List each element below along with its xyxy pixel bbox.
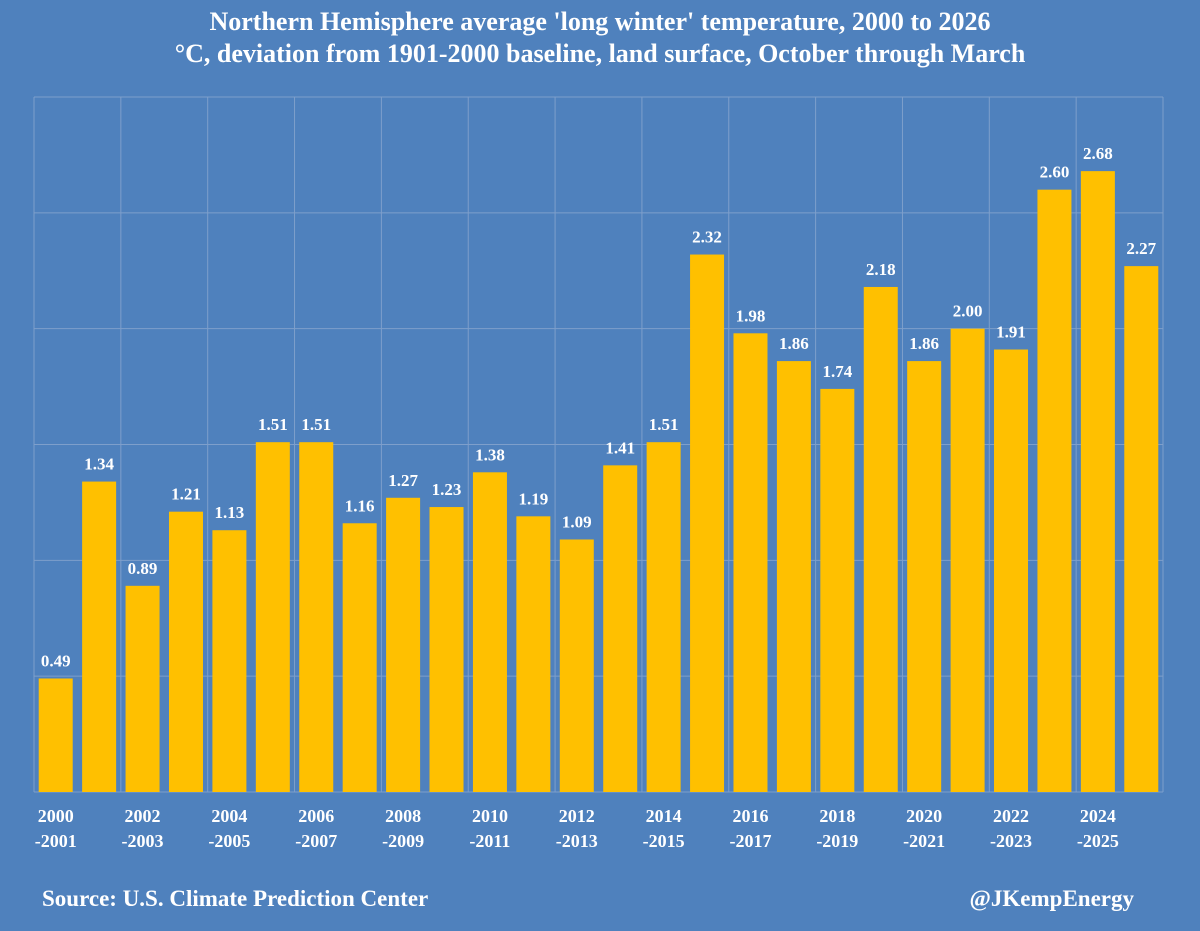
bar bbox=[38, 678, 73, 792]
bar bbox=[863, 286, 898, 792]
data-label: 1.86 bbox=[779, 334, 809, 353]
source-note: Source: U.S. Climate Prediction Center bbox=[42, 886, 429, 911]
x-tick-label: 2006 bbox=[298, 806, 334, 826]
data-label: 1.23 bbox=[432, 480, 462, 499]
bar bbox=[386, 497, 421, 792]
x-tick-label: -2007 bbox=[295, 831, 337, 851]
x-tick-label: -2025 bbox=[1077, 831, 1119, 851]
bar bbox=[1124, 266, 1159, 792]
bar bbox=[646, 442, 681, 792]
data-label: 2.32 bbox=[692, 228, 722, 247]
data-label: 1.13 bbox=[215, 503, 245, 522]
data-label: 1.19 bbox=[518, 489, 548, 508]
data-label: 1.98 bbox=[736, 306, 766, 325]
x-tick-label: -2009 bbox=[382, 831, 424, 851]
x-tick-label: 2016 bbox=[732, 806, 768, 826]
data-label: 1.74 bbox=[822, 362, 852, 381]
bar bbox=[429, 507, 464, 792]
data-label: 1.09 bbox=[562, 512, 592, 531]
bar bbox=[342, 523, 377, 792]
bar bbox=[82, 481, 117, 792]
x-tick-label: 2014 bbox=[646, 806, 682, 826]
x-tick-label: -2011 bbox=[469, 831, 510, 851]
x-tick-label: 2022 bbox=[993, 806, 1029, 826]
bar bbox=[299, 442, 334, 792]
data-label: 0.49 bbox=[41, 651, 71, 670]
x-tick-label: 2008 bbox=[385, 806, 421, 826]
data-label: 1.41 bbox=[605, 438, 635, 457]
x-tick-label: -2019 bbox=[816, 831, 858, 851]
data-label: 1.91 bbox=[996, 323, 1026, 342]
chart-title: Northern Hemisphere average 'long winter… bbox=[209, 7, 991, 36]
data-label: 1.21 bbox=[171, 485, 201, 504]
bar bbox=[907, 361, 942, 792]
data-label: 2.68 bbox=[1083, 144, 1113, 163]
bar bbox=[472, 472, 507, 792]
bar bbox=[603, 465, 638, 792]
x-tick-label: 2018 bbox=[819, 806, 855, 826]
x-tick-label: 2010 bbox=[472, 806, 508, 826]
x-tick-label: 2002 bbox=[125, 806, 161, 826]
x-tick-label: -2001 bbox=[35, 831, 77, 851]
bar bbox=[690, 254, 725, 793]
bar bbox=[559, 539, 594, 792]
data-label: 1.51 bbox=[258, 415, 288, 434]
bar bbox=[950, 328, 985, 792]
x-tick-label: -2021 bbox=[903, 831, 945, 851]
author-handle: @JKempEnergy bbox=[969, 886, 1135, 911]
data-label: 2.18 bbox=[866, 260, 896, 279]
bar bbox=[733, 333, 768, 792]
x-tick-label: -2013 bbox=[556, 831, 598, 851]
x-tick-label: -2005 bbox=[208, 831, 250, 851]
bar bbox=[776, 361, 811, 792]
x-tick-label: 2004 bbox=[211, 806, 247, 826]
bar bbox=[1080, 171, 1115, 793]
x-tick-label: 2012 bbox=[559, 806, 595, 826]
data-label: 2.60 bbox=[1040, 163, 1070, 182]
data-label: 0.89 bbox=[128, 559, 158, 578]
bar bbox=[168, 511, 203, 792]
x-tick-label: -2017 bbox=[729, 831, 771, 851]
bar bbox=[212, 530, 247, 792]
bar bbox=[516, 516, 551, 792]
data-label: 1.38 bbox=[475, 445, 505, 464]
bar bbox=[1037, 189, 1072, 792]
data-label: 1.27 bbox=[388, 471, 418, 490]
data-label: 1.34 bbox=[84, 455, 114, 474]
data-label: 1.51 bbox=[649, 415, 679, 434]
bar bbox=[125, 585, 160, 792]
chart-subtitle: °C, deviation from 1901-2000 baseline, l… bbox=[174, 39, 1026, 68]
x-tick-label: -2003 bbox=[122, 831, 164, 851]
data-label: 2.00 bbox=[953, 302, 983, 321]
data-label: 1.16 bbox=[345, 496, 375, 515]
data-label: 1.86 bbox=[909, 334, 939, 353]
x-tick-label: -2023 bbox=[990, 831, 1032, 851]
bar bbox=[255, 442, 290, 792]
data-label: 2.27 bbox=[1126, 239, 1156, 258]
x-tick-label: 2024 bbox=[1080, 806, 1116, 826]
bar bbox=[820, 388, 855, 792]
bar bbox=[994, 349, 1029, 792]
x-tick-label: 2020 bbox=[906, 806, 942, 826]
x-tick-label: 2000 bbox=[38, 806, 74, 826]
x-tick-label: -2015 bbox=[643, 831, 685, 851]
data-label: 1.51 bbox=[301, 415, 331, 434]
